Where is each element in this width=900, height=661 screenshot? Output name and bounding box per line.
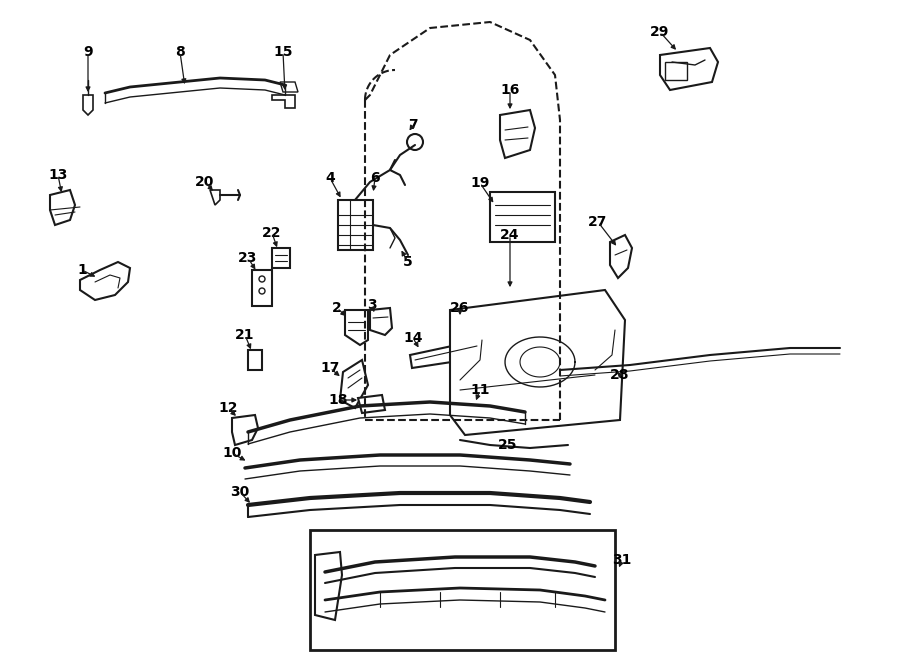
Bar	[665, 62, 687, 80]
Text: 25: 25	[499, 438, 517, 452]
Text: 27: 27	[589, 215, 608, 229]
Text: 22: 22	[262, 226, 282, 240]
Polygon shape	[358, 395, 385, 413]
Text: 21: 21	[235, 328, 255, 342]
Polygon shape	[340, 360, 368, 408]
Text: 5: 5	[403, 255, 413, 269]
Text: 10: 10	[222, 446, 242, 460]
Text: 24: 24	[500, 228, 520, 242]
Text: 9: 9	[83, 45, 93, 59]
Circle shape	[259, 288, 265, 294]
Bar	[248, 350, 262, 370]
Text: 3: 3	[367, 298, 377, 312]
Polygon shape	[660, 48, 718, 90]
Text: 14: 14	[403, 331, 423, 345]
Text: 18: 18	[328, 393, 347, 407]
Bar	[490, 192, 555, 242]
Text: 7: 7	[409, 118, 418, 132]
Text: 17: 17	[320, 361, 339, 375]
Text: 20: 20	[195, 175, 215, 189]
Polygon shape	[272, 248, 290, 268]
Text: 1: 1	[77, 263, 87, 277]
Text: 15: 15	[274, 45, 292, 59]
Polygon shape	[610, 235, 632, 278]
Text: 26: 26	[450, 301, 470, 315]
Text: 23: 23	[238, 251, 257, 265]
Polygon shape	[315, 552, 342, 620]
Polygon shape	[272, 95, 295, 108]
Text: 31: 31	[612, 553, 632, 567]
Polygon shape	[210, 190, 220, 205]
Text: 2: 2	[332, 301, 342, 315]
Text: 16: 16	[500, 83, 519, 97]
Circle shape	[407, 134, 423, 150]
Text: 19: 19	[471, 176, 490, 190]
Polygon shape	[345, 310, 368, 345]
Bar	[310, 530, 615, 650]
Polygon shape	[500, 110, 535, 158]
Text: 12: 12	[218, 401, 238, 415]
Polygon shape	[232, 415, 258, 445]
Polygon shape	[280, 82, 298, 92]
Circle shape	[259, 276, 265, 282]
Text: 13: 13	[49, 168, 68, 182]
Bar	[252, 270, 272, 306]
Text: 6: 6	[370, 171, 380, 185]
Polygon shape	[370, 308, 392, 335]
Text: 28: 28	[610, 368, 630, 382]
Polygon shape	[450, 290, 625, 435]
Polygon shape	[410, 340, 482, 368]
Polygon shape	[50, 190, 75, 225]
Polygon shape	[83, 95, 93, 115]
Text: 4: 4	[325, 171, 335, 185]
Text: 30: 30	[230, 485, 249, 499]
Text: 29: 29	[651, 25, 670, 39]
Bar	[338, 200, 373, 250]
Text: 11: 11	[470, 383, 490, 397]
Text: 8: 8	[176, 45, 184, 59]
Polygon shape	[80, 262, 130, 300]
